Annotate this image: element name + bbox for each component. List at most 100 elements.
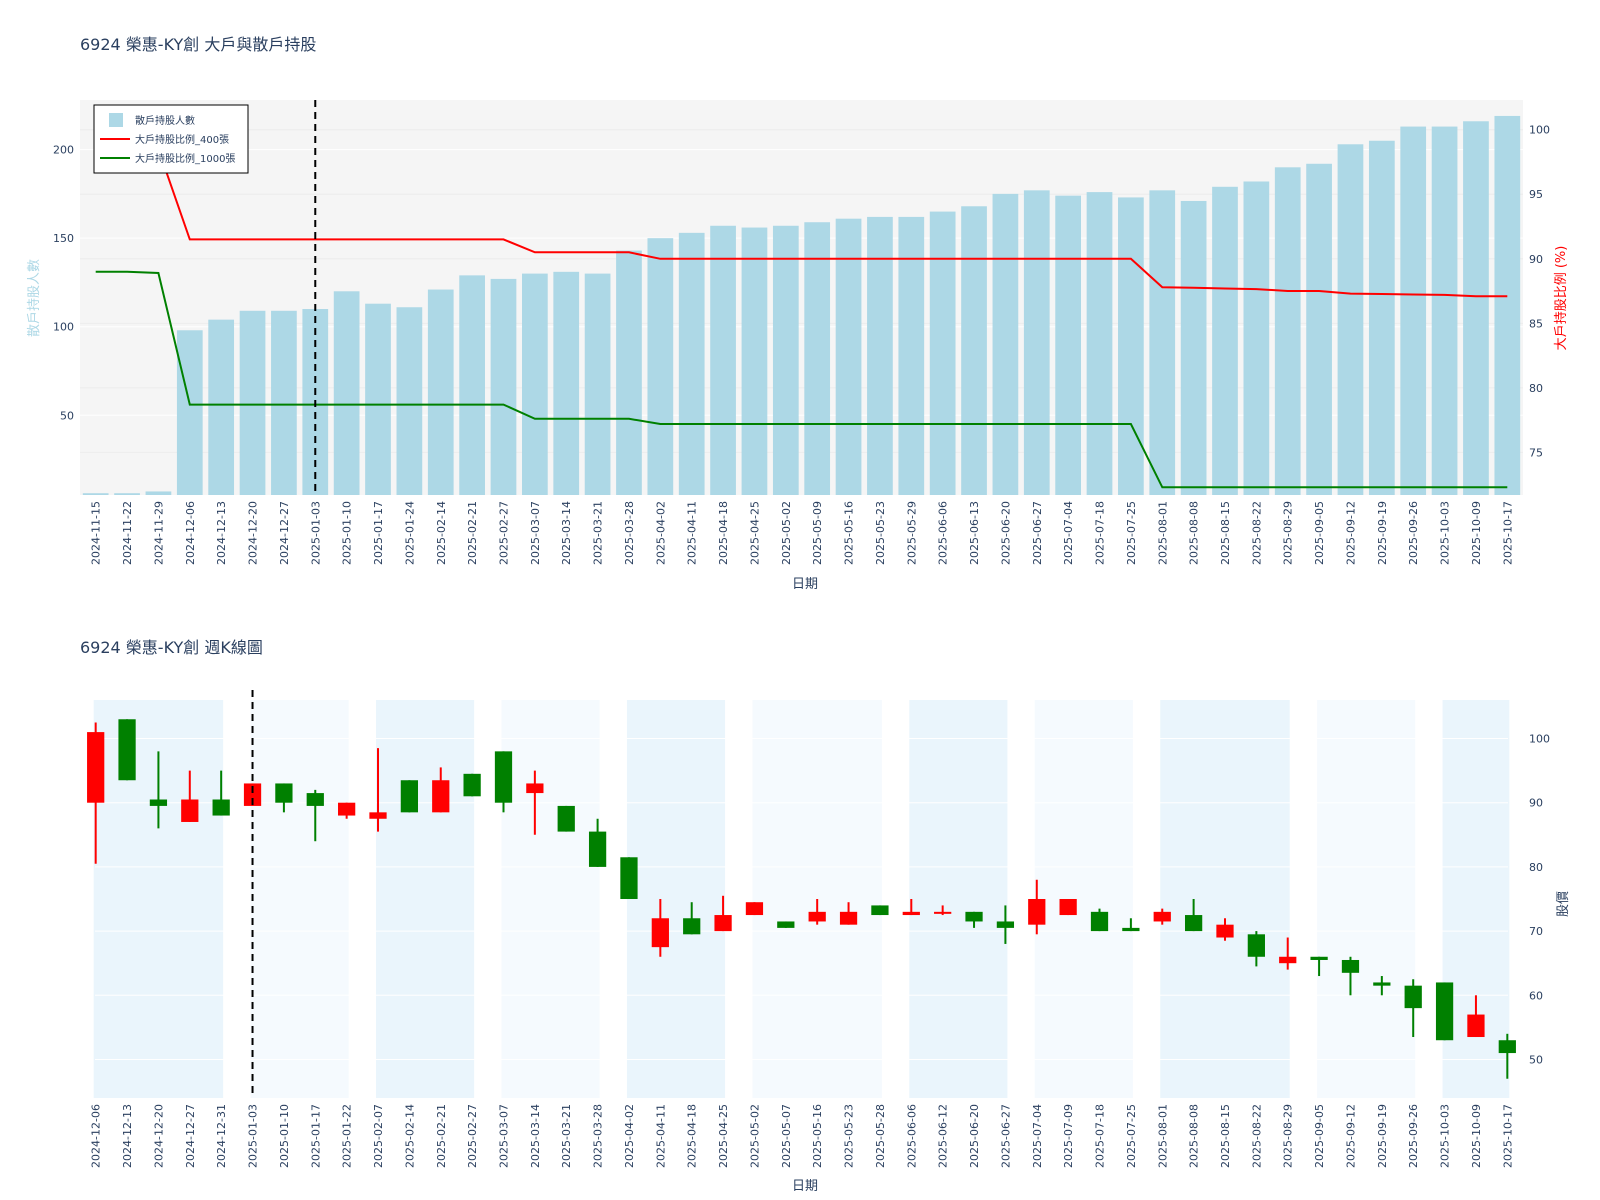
bottom-ytick-60: 60 [1529, 989, 1543, 1002]
bar-2025-05-09 [804, 222, 831, 495]
candle-2025-09-19-body [1373, 982, 1391, 986]
bottom-xtick-2025-06-27: 2025-06-27 [999, 1104, 1012, 1168]
month-band-2025-03 [501, 700, 600, 1098]
legend-entry-400[interactable]: 大戶持股比例_400張 [135, 133, 229, 146]
bar-2025-07-25 [1118, 197, 1144, 496]
bottom-xtick-2025-05-07: 2025-05-07 [780, 1104, 793, 1168]
bottom-gridlines [95, 738, 1508, 1060]
top-xtick-2025-08-01: 2025-08-01 [1156, 501, 1169, 565]
top-xtick-2025-01-24: 2025-01-24 [403, 501, 416, 565]
top-xtick-2025-03-07: 2025-03-07 [529, 501, 542, 565]
top-xtick-2025-10-09: 2025-10-09 [1470, 501, 1483, 565]
top-right-axis-title: 大戶持股比例 (%) [1554, 246, 1569, 351]
bottom-xtick-2025-08-01: 2025-08-01 [1156, 1104, 1169, 1168]
top-xtick-2025-07-18: 2025-07-18 [1094, 501, 1107, 565]
top-chart-title: 6924 榮惠-KY創 大戶與散戶持股 [80, 35, 316, 54]
bottom-xtick-2024-12-06: 2024-12-06 [90, 1104, 103, 1168]
bottom-xtick-2025-08-15: 2025-08-15 [1219, 1104, 1232, 1168]
top-xtick-2025-02-21: 2025-02-21 [466, 501, 479, 565]
bottom-xtick-2025-08-29: 2025-08-29 [1282, 1104, 1295, 1168]
top-xtick-2025-08-08: 2025-08-08 [1188, 501, 1201, 565]
bar-2025-10-09 [1463, 121, 1489, 495]
bottom-xtick-2025-03-21: 2025-03-21 [560, 1104, 573, 1168]
bar-2025-05-29 [898, 216, 925, 495]
top-xtick-2025-05-09: 2025-05-09 [811, 501, 824, 565]
bar-2024-11-29 [145, 491, 172, 495]
bottom-ytick-50: 50 [1529, 1053, 1543, 1066]
bottom-xtick-2025-09-26: 2025-09-26 [1407, 1104, 1420, 1168]
top-left-yticks: 50 100 150 200 [53, 144, 74, 423]
bottom-xtick-2025-01-17: 2025-01-17 [309, 1104, 322, 1168]
candle-2025-01-17-body [306, 793, 324, 806]
candle-2025-07-25-body [1122, 927, 1140, 932]
bar-2025-03-21 [584, 273, 611, 495]
candle-2025-08-15-body [1216, 924, 1234, 938]
bar-2025-04-25 [741, 227, 768, 495]
candle-2025-05-07-body [777, 921, 795, 928]
bar-2025-08-29 [1274, 167, 1301, 495]
candle-2025-10-03-body [1435, 982, 1454, 1041]
candle-2025-06-20-body [965, 911, 983, 922]
bar-2025-04-02 [647, 238, 674, 495]
top-left-ytick-100: 100 [53, 321, 74, 334]
bar-2025-05-02 [772, 225, 799, 495]
candle-2025-05-23-body [839, 911, 858, 925]
candle-2025-09-26-body [1404, 985, 1422, 1009]
bar-2025-10-03 [1431, 126, 1458, 495]
top-xtick-2025-05-16: 2025-05-16 [843, 501, 856, 565]
bottom-xtick-2025-05-16: 2025-05-16 [811, 1104, 824, 1168]
bottom-xtick-2025-02-21: 2025-02-21 [435, 1104, 448, 1168]
candle-2024-12-20-body [149, 799, 168, 806]
candle-2025-09-05-body [1310, 956, 1328, 960]
month-band-2025-07 [1034, 700, 1133, 1098]
candle-2025-07-09-body [1059, 899, 1077, 916]
candle-2025-06-06-body [902, 911, 920, 916]
top-xtick-2025-03-14: 2025-03-14 [560, 501, 573, 565]
top-xtick-2025-08-29: 2025-08-29 [1282, 501, 1295, 565]
top-xtick-2024-12-06: 2024-12-06 [184, 501, 197, 565]
candle-2025-01-03-body [243, 783, 262, 806]
bottom-xtick-2025-09-19: 2025-09-19 [1376, 1104, 1389, 1168]
top-xtick-2025-05-29: 2025-05-29 [905, 501, 918, 565]
bottom-xtick-2025-08-22: 2025-08-22 [1250, 1104, 1263, 1168]
candle-2024-12-06-body [87, 732, 105, 803]
bar-2025-08-08 [1180, 200, 1207, 496]
bottom-xtick-2025-10-03: 2025-10-03 [1439, 1104, 1452, 1168]
candle-2025-02-21-body [432, 780, 450, 813]
top-xtick-2024-12-20: 2024-12-20 [247, 501, 260, 565]
bar-2025-07-04 [1055, 195, 1082, 496]
month-band-2025-09 [1317, 700, 1416, 1098]
top-xtick-2025-01-17: 2025-01-17 [372, 501, 385, 565]
month-band-2025-01 [250, 700, 349, 1098]
legend-entry-bar[interactable]: 散戶持股人數 [135, 114, 195, 127]
bottom-xtick-2025-06-20: 2025-06-20 [968, 1104, 981, 1168]
top-bars [82, 115, 1521, 496]
bottom-xtick-2025-01-03: 2025-01-03 [247, 1104, 260, 1168]
bottom-xtick-2025-03-28: 2025-03-28 [592, 1104, 605, 1168]
candle-2025-04-18-body [683, 918, 701, 935]
candle-2025-08-01-body [1153, 911, 1171, 922]
top-xtick-2025-01-03: 2025-01-03 [309, 501, 322, 565]
top-xtick-2025-03-21: 2025-03-21 [592, 501, 605, 565]
bottom-xtick-2024-12-13: 2024-12-13 [121, 1104, 134, 1168]
bar-2025-02-21 [459, 275, 485, 495]
bar-2025-03-14 [553, 271, 580, 495]
top-xtick-2025-05-23: 2025-05-23 [874, 501, 887, 565]
bottom-xtick-2025-05-28: 2025-05-28 [874, 1104, 887, 1168]
candle-2025-08-22-body [1247, 934, 1265, 957]
top-xtick-2025-03-28: 2025-03-28 [623, 501, 636, 565]
top-xtick-2025-08-15: 2025-08-15 [1219, 501, 1232, 565]
legend[interactable]: 散戶持股人數 大戶持股比例_400張 大戶持股比例_1000張 [93, 104, 249, 174]
bar-2025-06-06 [929, 211, 956, 496]
bottom-xtick-2025-07-09: 2025-07-09 [1062, 1104, 1075, 1168]
top-xtick-2024-12-27: 2024-12-27 [278, 501, 291, 565]
legend-entry-1000[interactable]: 大戶持股比例_1000張 [135, 152, 235, 165]
candle-2024-12-27-body [181, 799, 199, 822]
bottom-candles [87, 719, 1516, 1079]
top-xtick-2025-09-19: 2025-09-19 [1376, 501, 1389, 565]
top-right-ytick-85: 85 [1529, 317, 1543, 330]
bottom-y-axis-title: 股價 [1556, 891, 1571, 917]
bottom-month-bands [93, 700, 1510, 1098]
legend-swatch-bar [109, 113, 123, 127]
